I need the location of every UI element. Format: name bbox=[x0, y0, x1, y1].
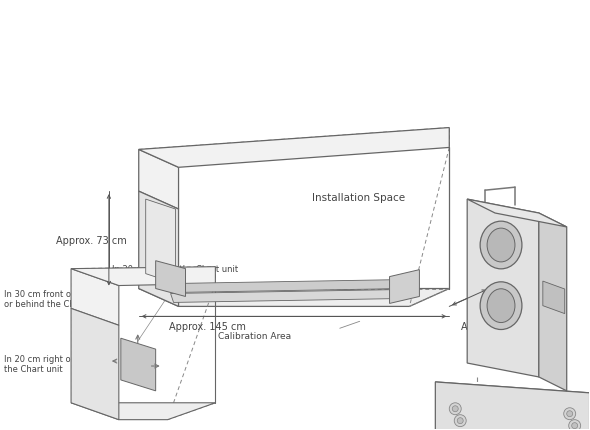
Polygon shape bbox=[467, 200, 567, 227]
Polygon shape bbox=[139, 128, 449, 168]
Text: Approx. 73 cm: Approx. 73 cm bbox=[56, 235, 127, 245]
Polygon shape bbox=[71, 269, 119, 326]
Polygon shape bbox=[389, 270, 419, 304]
Polygon shape bbox=[543, 281, 565, 314]
Polygon shape bbox=[121, 338, 156, 391]
Circle shape bbox=[453, 406, 458, 412]
Polygon shape bbox=[467, 200, 539, 377]
Circle shape bbox=[569, 420, 581, 430]
Polygon shape bbox=[139, 289, 449, 307]
Circle shape bbox=[567, 411, 573, 417]
Polygon shape bbox=[171, 280, 405, 293]
Text: or behind the Chart unit: or behind the Chart unit bbox=[4, 299, 106, 308]
Polygon shape bbox=[139, 192, 179, 307]
Circle shape bbox=[563, 408, 576, 420]
Ellipse shape bbox=[487, 289, 515, 323]
Ellipse shape bbox=[480, 282, 522, 330]
Text: In 30 cm front of: In 30 cm front of bbox=[4, 289, 74, 298]
Polygon shape bbox=[435, 382, 590, 404]
Polygon shape bbox=[146, 200, 176, 284]
Circle shape bbox=[572, 423, 578, 429]
Polygon shape bbox=[139, 150, 179, 209]
Circle shape bbox=[454, 415, 466, 427]
Text: Installation Space: Installation Space bbox=[312, 193, 405, 203]
Ellipse shape bbox=[480, 221, 522, 269]
Circle shape bbox=[457, 418, 463, 424]
Polygon shape bbox=[435, 382, 589, 430]
Text: the Chart unit: the Chart unit bbox=[4, 364, 63, 373]
Polygon shape bbox=[539, 214, 567, 391]
Polygon shape bbox=[156, 261, 185, 297]
Polygon shape bbox=[71, 267, 215, 286]
Text: In 20 cm above the Chart unit: In 20 cm above the Chart unit bbox=[112, 264, 238, 273]
Text: Approx. 145 cm: Approx. 145 cm bbox=[169, 322, 245, 332]
Polygon shape bbox=[71, 403, 215, 420]
Text: Calibration Area: Calibration Area bbox=[218, 331, 291, 340]
Polygon shape bbox=[171, 290, 405, 303]
Circle shape bbox=[449, 403, 461, 415]
Text: In 20 cm right or left to: In 20 cm right or left to bbox=[4, 354, 102, 363]
Text: Approx. 46 cm: Approx. 46 cm bbox=[461, 322, 532, 332]
Polygon shape bbox=[71, 309, 119, 420]
Ellipse shape bbox=[487, 229, 515, 262]
